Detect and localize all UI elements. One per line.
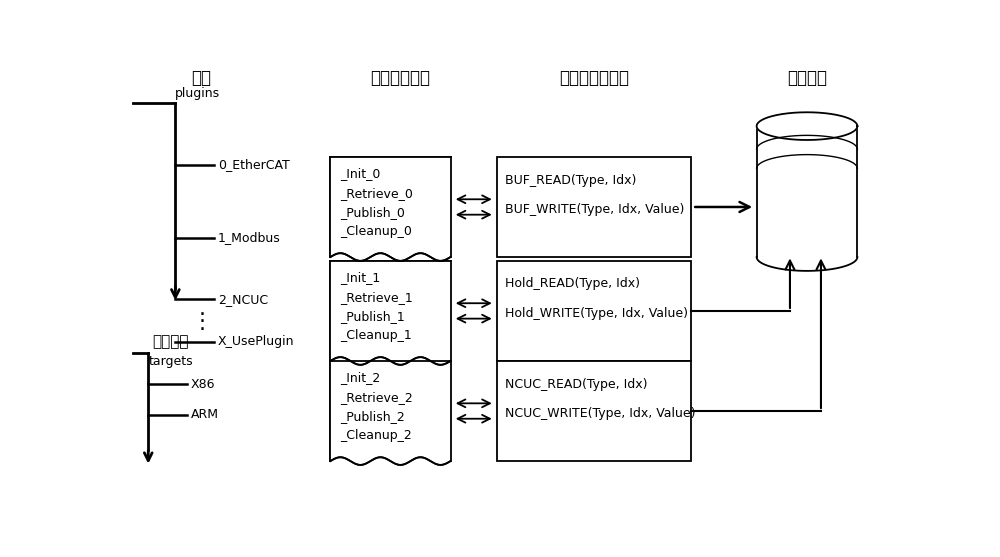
Text: targets: targets	[148, 355, 193, 368]
Text: BUF_WRITE(Type, Idx, Value): BUF_WRITE(Type, Idx, Value)	[505, 203, 684, 216]
Text: _Retrieve_2: _Retrieve_2	[340, 390, 412, 404]
Text: ARM: ARM	[191, 408, 219, 422]
Text: _Publish_1: _Publish_1	[340, 310, 404, 323]
Text: X_UsePlugin: X_UsePlugin	[218, 335, 294, 348]
Text: _Init_0: _Init_0	[340, 167, 380, 180]
Text: _Retrieve_0: _Retrieve_0	[340, 187, 413, 199]
Bar	[757, 126, 857, 257]
Text: _Cleanup_0: _Cleanup_0	[340, 225, 412, 238]
Text: ·: ·	[199, 320, 206, 340]
Text: Hold_READ(Type, Idx): Hold_READ(Type, Idx)	[505, 277, 640, 291]
Text: NCUC_READ(Type, Idx): NCUC_READ(Type, Idx)	[505, 378, 647, 390]
Text: _Init_2: _Init_2	[340, 372, 380, 384]
Text: 0_EtherCAT: 0_EtherCAT	[218, 158, 290, 171]
Text: 1_Modbus: 1_Modbus	[218, 231, 281, 245]
Text: Hold_WRITE(Type, Idx, Value): Hold_WRITE(Type, Idx, Value)	[505, 307, 688, 320]
Text: 数据字典: 数据字典	[787, 69, 827, 87]
Text: ·: ·	[199, 305, 206, 325]
Text: _Publish_0: _Publish_0	[340, 206, 405, 219]
Text: 2_NCUC: 2_NCUC	[218, 293, 268, 306]
Text: NCUC_WRITE(Type, Idx, Value): NCUC_WRITE(Type, Idx, Value)	[505, 407, 695, 420]
Text: _Cleanup_2: _Cleanup_2	[340, 429, 411, 442]
Text: ·: ·	[199, 312, 206, 333]
Text: 插件管理动作: 插件管理动作	[370, 69, 430, 87]
Bar	[497, 157, 691, 257]
Text: X86: X86	[191, 378, 215, 390]
Polygon shape	[757, 113, 857, 140]
Text: 硬件平台: 硬件平台	[152, 334, 189, 349]
Text: _Cleanup_1: _Cleanup_1	[340, 329, 411, 342]
Text: 插件: 插件	[191, 69, 211, 87]
Bar	[497, 261, 691, 361]
Text: 插件内的功能块: 插件内的功能块	[559, 69, 629, 87]
Text: BUF_READ(Type, Idx): BUF_READ(Type, Idx)	[505, 174, 636, 187]
Bar	[497, 361, 691, 461]
Text: plugins: plugins	[175, 86, 220, 100]
Text: _Init_1: _Init_1	[340, 271, 380, 284]
Text: _Retrieve_1: _Retrieve_1	[340, 291, 412, 304]
Text: _Publish_2: _Publish_2	[340, 410, 404, 423]
